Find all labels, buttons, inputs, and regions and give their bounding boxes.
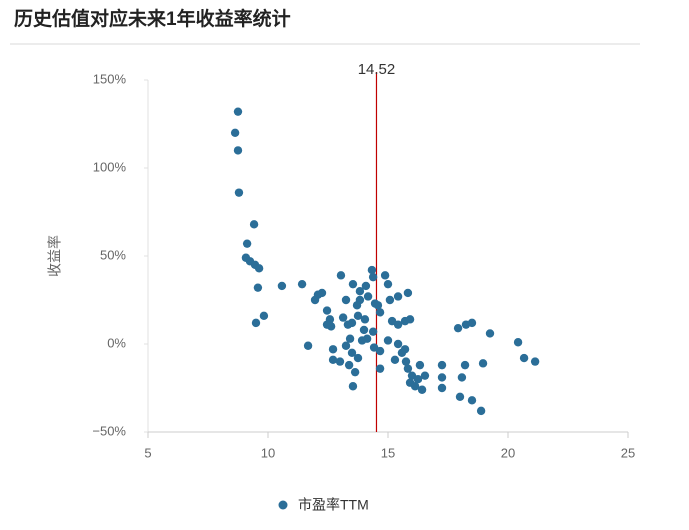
- y-tick-label: 0%: [107, 335, 126, 350]
- point: [234, 188, 244, 197]
- point: [362, 334, 372, 343]
- point: [413, 375, 423, 384]
- point: [328, 345, 338, 354]
- point: [455, 392, 465, 401]
- point: [420, 371, 430, 380]
- point: [322, 306, 332, 315]
- point: [437, 360, 447, 370]
- point: [383, 279, 393, 289]
- point: [383, 336, 393, 345]
- point: [251, 318, 261, 328]
- point: [345, 334, 355, 343]
- point: [375, 346, 385, 356]
- point: [476, 406, 486, 416]
- point: [338, 313, 348, 322]
- point: [230, 128, 240, 137]
- point: [361, 281, 371, 291]
- point: [393, 292, 403, 301]
- y-tick-label: −50%: [92, 423, 126, 438]
- y-tick-label: 50%: [100, 247, 126, 262]
- point: [348, 382, 358, 391]
- point: [367, 265, 377, 275]
- point: [460, 360, 470, 370]
- point: [335, 357, 345, 366]
- point: [303, 341, 313, 350]
- point: [341, 295, 351, 305]
- point: [360, 315, 370, 324]
- point: [336, 271, 346, 280]
- legend-label: 市盈率TTM: [298, 497, 369, 513]
- legend-marker: [278, 500, 288, 510]
- point: [242, 239, 252, 248]
- point: [277, 281, 287, 291]
- x-tick-label: 15: [381, 445, 395, 460]
- point: [478, 359, 488, 368]
- point: [467, 318, 477, 328]
- point: [253, 283, 263, 292]
- reference-label: 14.52: [358, 61, 396, 78]
- point: [355, 287, 365, 296]
- point: [341, 341, 351, 350]
- point: [393, 320, 403, 329]
- point: [348, 279, 358, 289]
- point: [368, 272, 378, 282]
- y-tick-label: 150%: [93, 71, 127, 86]
- point: [347, 318, 357, 328]
- point: [513, 338, 523, 347]
- point: [485, 329, 495, 338]
- point: [390, 355, 400, 365]
- point: [393, 339, 403, 349]
- point: [328, 355, 338, 365]
- point: [405, 315, 415, 324]
- point: [397, 348, 407, 357]
- point: [233, 146, 243, 155]
- point: [368, 327, 378, 336]
- point: [350, 367, 360, 377]
- point: [344, 360, 354, 370]
- point: [403, 288, 413, 298]
- point: [259, 311, 269, 321]
- point: [437, 383, 447, 393]
- point: [417, 385, 427, 394]
- point: [249, 220, 259, 229]
- point: [530, 357, 540, 366]
- point: [352, 301, 362, 310]
- point: [403, 364, 413, 373]
- x-tick-label: 25: [621, 445, 635, 460]
- point: [233, 107, 243, 116]
- point: [519, 353, 529, 363]
- x-tick-label: 5: [144, 445, 151, 460]
- point: [297, 279, 307, 289]
- point: [467, 396, 477, 405]
- chart-title: 历史估值对应未来1年收益率统计: [14, 7, 291, 30]
- point: [437, 373, 447, 382]
- point: [373, 301, 383, 310]
- point: [347, 348, 357, 357]
- point: [353, 353, 363, 363]
- point: [322, 320, 332, 329]
- point: [457, 373, 467, 382]
- x-tick-label: 10: [261, 445, 275, 460]
- point: [415, 360, 425, 370]
- point: [375, 308, 385, 317]
- point: [359, 325, 369, 335]
- y-tick-label: 100%: [93, 159, 127, 174]
- point: [375, 364, 385, 373]
- x-tick-label: 20: [501, 445, 515, 460]
- point: [453, 323, 463, 333]
- point: [254, 264, 264, 273]
- point: [385, 295, 395, 305]
- point: [353, 311, 363, 321]
- point: [317, 288, 327, 298]
- y-axis-label: 收益率: [47, 235, 63, 277]
- point: [401, 357, 411, 366]
- point: [363, 292, 373, 301]
- point: [380, 271, 390, 280]
- point: [410, 382, 420, 391]
